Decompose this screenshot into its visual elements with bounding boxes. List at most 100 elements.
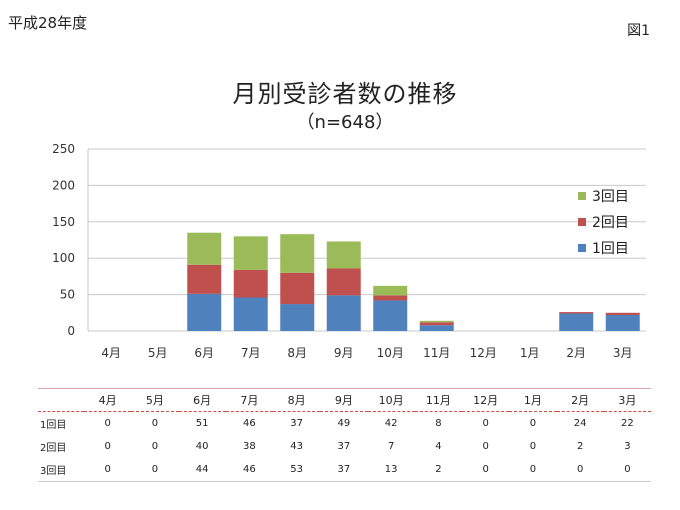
x-tick-label: 10月 <box>377 346 404 360</box>
table-cell: 44 <box>178 458 226 482</box>
table-cell: 42 <box>384 418 398 429</box>
bar-segment <box>280 272 315 305</box>
table-cell: 4 <box>435 441 442 452</box>
table-column-header: 3月 <box>603 388 651 412</box>
bar-segment <box>326 268 361 296</box>
bar-segment <box>280 304 315 331</box>
bar-segment <box>373 300 408 331</box>
table-cell: 0 <box>529 418 537 429</box>
table-corner-cell <box>38 388 84 412</box>
bar-segment <box>373 295 408 301</box>
table-cell: 2 <box>414 458 462 482</box>
bar-chart: 0 50 100 150 200 250 4月 5月 6月 7月 8月 9月 10月 11月 12月 1月 2月… <box>52 142 646 360</box>
bar-segment <box>326 295 361 331</box>
x-tick-label: 12月 <box>470 346 497 360</box>
table-cell: 22 <box>621 418 634 429</box>
table-column-header: 1月 <box>509 388 557 412</box>
bar-segment <box>233 297 268 331</box>
table-column-header: 9月 <box>320 388 368 412</box>
table-cell: 0 <box>131 458 179 482</box>
bar-segment <box>233 236 268 270</box>
table-cell: 24 <box>573 418 587 429</box>
table-cell: 7 <box>387 441 395 452</box>
table-column-header: 8月 <box>273 388 321 412</box>
bar-segment <box>187 293 222 331</box>
table-cell: 0 <box>151 441 159 452</box>
table-cell: 0 <box>482 441 489 452</box>
table-header-row: 4月 5月 6月 7月 8月 9月 10月 11月 12月 1月 2月 3月 <box>38 388 651 412</box>
bar-segment <box>326 241 361 269</box>
x-tick-label: 7月 <box>241 346 261 360</box>
bar-segment <box>419 320 454 323</box>
table-row: 1回目 0 0 51 46 37 49 42 8 0 0 24 22 <box>38 412 651 436</box>
table-cell: 49 <box>337 418 351 429</box>
x-tick-label: 2月 <box>566 346 586 360</box>
bar-segment <box>233 269 268 298</box>
legend-label: 1回目 <box>592 241 629 257</box>
table-cell: 0 <box>104 418 111 429</box>
y-tick-label: 0 <box>67 324 75 338</box>
table-cell: 0 <box>104 441 111 452</box>
data-table: 4月 5月 6月 7月 8月 9月 10月 11月 12月 1月 2月 3月 1回目 0 0 51 46 37 4… <box>38 388 651 482</box>
table-column-header: 2月 <box>556 388 604 412</box>
bar-segment <box>187 264 222 294</box>
table-cell: 13 <box>367 458 415 482</box>
x-tick-label: 6月 <box>194 346 214 360</box>
x-tick-label: 3月 <box>613 346 633 360</box>
chart-subtitle: （n=648） <box>296 112 394 133</box>
table-cell: 0 <box>529 441 537 452</box>
y-tick-label: 150 <box>52 215 75 229</box>
x-tick-label: 4月 <box>101 346 121 360</box>
table-cell: 46 <box>243 418 256 429</box>
bar-segment <box>559 313 594 331</box>
bar-segment <box>559 312 594 314</box>
table-cell: 0 <box>151 418 159 429</box>
table-row-header: 1回目 <box>40 420 67 431</box>
table-column-header: 4月 <box>84 388 132 412</box>
table-column-header: 5月 <box>131 388 179 412</box>
table-cell: 40 <box>195 441 209 452</box>
y-tick-label: 250 <box>52 142 75 156</box>
table-column-header: 7月 <box>225 388 273 412</box>
bar-segment <box>419 322 454 326</box>
legend-swatch <box>578 192 586 200</box>
table-column-header: 12月 <box>462 388 510 412</box>
table-cell: 2 <box>576 441 584 452</box>
bar-segment <box>419 325 454 331</box>
table-cell: 37 <box>320 458 368 482</box>
table-cell: 0 <box>84 458 132 482</box>
table-cell: 46 <box>225 458 273 482</box>
x-tick-label: 8月 <box>287 346 307 360</box>
bar-segment <box>280 234 315 273</box>
table-column-header: 11月 <box>414 388 462 412</box>
table-cell: 43 <box>290 441 303 452</box>
table-cell: 53 <box>273 458 321 482</box>
table-cell: 37 <box>337 441 351 452</box>
table-cell: 38 <box>243 441 256 452</box>
table-cell: 51 <box>195 418 209 429</box>
legend-swatch <box>578 218 586 226</box>
y-tick-label: 50 <box>60 288 75 302</box>
table-cell: 0 <box>462 458 510 482</box>
bar-segment <box>373 285 408 296</box>
table-cell: 37 <box>290 418 303 429</box>
table-row-header: 2回目 <box>40 443 67 454</box>
y-tick-label: 100 <box>52 251 75 265</box>
table-column-header: 10月 <box>367 388 415 412</box>
table-cell: 0 <box>556 458 604 482</box>
figure-number: 図1 <box>627 23 650 39</box>
x-tick-label: 9月 <box>334 346 354 360</box>
bar-segment <box>187 232 222 265</box>
fiscal-year-label: 平成28年度 <box>8 14 88 32</box>
table-row-header: 3回目 <box>38 458 84 482</box>
x-tick-label: 1月 <box>520 346 540 360</box>
table-cell: 8 <box>435 418 442 429</box>
table-cell: 0 <box>603 458 651 482</box>
table-cell: 0 <box>509 458 557 482</box>
table-cell: 3 <box>624 441 631 452</box>
x-tick-label: 5月 <box>148 346 168 360</box>
bar-segment <box>605 312 640 315</box>
y-tick-label: 200 <box>52 178 75 192</box>
legend-swatch <box>578 244 586 252</box>
table-row: 3回目 0 0 44 46 53 37 13 2 0 0 0 0 <box>38 458 651 482</box>
